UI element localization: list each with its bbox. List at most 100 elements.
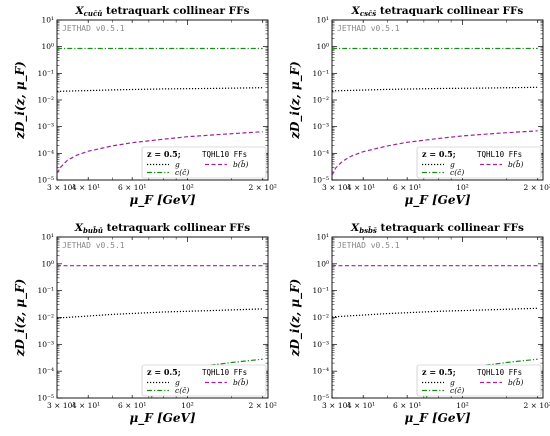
series-line-dashdot	[150, 358, 263, 398]
series-group	[57, 47, 263, 174]
chart-panel-2: Xcsc̄s̄ tetraquark collinear FFs JETHAD v…	[288, 5, 550, 208]
y-tick-label: 10⁻¹	[312, 69, 329, 78]
x-tick-label: 6 × 10¹	[393, 183, 421, 192]
series-group	[332, 265, 538, 398]
chart-panel-4: Xbsb̄s̄ tetraquark collinear FFs JETHAD v…	[288, 222, 550, 426]
y-tick-label: 10⁻⁵	[37, 176, 54, 185]
x-tick-label: 2 × 10²	[524, 183, 550, 192]
series-group	[57, 265, 263, 398]
legend-tag: TQHL10 FFs	[202, 368, 247, 377]
y-tick-label: 10⁻³	[312, 122, 329, 131]
x-tick-label: 2 × 10²	[249, 183, 277, 192]
y-tick-label: 10⁻³	[37, 122, 54, 131]
watermark-label: JETHAD v0.5.1	[337, 241, 400, 250]
x-tick-label: 4 × 10¹	[72, 401, 100, 410]
legend: z = 0.5; TQHL10 FFs gc(c̄) b(b̄)	[416, 146, 542, 179]
y-tick-label: 10⁻¹	[312, 286, 329, 295]
title-subscript: csc̄s̄	[360, 9, 376, 18]
y-tick-label: 10⁰	[41, 259, 54, 268]
legend-box	[141, 146, 267, 179]
title-text: tetraquark collinear FFs	[377, 222, 524, 234]
y-tick-label: 10⁻⁴	[37, 367, 54, 376]
x-tick-label: 4 × 10¹	[347, 183, 375, 192]
x-tick-label: 2 × 10²	[524, 401, 550, 410]
legend: z = 0.5; TQHL10 FFs gc(c̄) b(b̄)	[141, 364, 267, 397]
x-tick-label: 4 × 10¹	[347, 401, 375, 410]
legend-box	[416, 364, 542, 397]
watermark-label: JETHAD v0.5.1	[62, 24, 125, 33]
x-axis-label: μ_F [GeV]	[404, 193, 470, 208]
legend-entry-label: b(b̄)	[233, 159, 249, 169]
y-tick-label: 10¹	[316, 16, 329, 25]
x-axis-label: μ_F [GeV]	[129, 193, 195, 208]
y-tick-label: 10⁰	[316, 42, 329, 51]
legend-header: z = 0.5;	[422, 149, 456, 159]
legend-entry-label: g	[175, 160, 180, 169]
x-tick-label: 10²	[456, 401, 469, 410]
series-line-dot	[57, 87, 263, 92]
watermark-label: JETHAD v0.5.1	[62, 241, 125, 250]
x-tick-label: 3 × 10¹	[322, 401, 350, 410]
y-tick-label: 10¹	[316, 233, 329, 242]
y-tick-label: 10⁻³	[312, 340, 329, 349]
series-line-dash	[57, 131, 263, 174]
x-tick-label: 3 × 10¹	[322, 183, 350, 192]
legend-entry-label: b(b̄)	[508, 377, 524, 387]
legend-entry-label: c(c̄)	[450, 386, 464, 395]
legend-entry-label: b(b̄)	[233, 377, 249, 387]
title-symbol: X	[351, 5, 361, 17]
x-tick-label: 10²	[456, 183, 469, 192]
title-subscript: bub̄ū	[83, 226, 103, 235]
legend-tag: TQHL10 FFs	[477, 150, 522, 159]
y-tick-label: 10⁻²	[37, 96, 54, 105]
series-line-dot	[332, 307, 538, 318]
y-axis-label: zD_i(z, μ_F)	[13, 61, 28, 140]
y-tick-label: 10¹	[41, 233, 54, 242]
y-tick-label: 10⁻⁴	[312, 367, 329, 376]
legend-header: z = 0.5;	[147, 367, 181, 377]
title-symbol: X	[75, 5, 85, 17]
legend-entry-label: g	[450, 378, 455, 387]
chart-title: Xbsb̄s̄ tetraquark collinear FFs	[350, 222, 524, 235]
y-tick-label: 10⁻³	[37, 340, 54, 349]
legend-header: z = 0.5;	[422, 367, 456, 377]
legend-tag: TQHL10 FFs	[202, 150, 247, 159]
chart-title: Xcuc̄ū tetraquark collinear FFs	[75, 5, 250, 18]
legend-tag: TQHL10 FFs	[477, 368, 522, 377]
series-line-dashdot	[425, 358, 538, 398]
legend-header: z = 0.5;	[147, 149, 181, 159]
x-tick-label: 3 × 10¹	[47, 401, 75, 410]
y-axis-label: zD_i(z, μ_F)	[288, 61, 303, 140]
y-tick-label: 10⁻⁴	[37, 149, 54, 158]
x-tick-label: 2 × 10²	[249, 401, 277, 410]
title-symbol: X	[74, 222, 84, 234]
y-tick-label: 10⁻¹	[37, 286, 54, 295]
y-tick-label: 10⁰	[41, 42, 54, 51]
y-tick-label: 10⁻²	[312, 313, 329, 322]
series-line-dash	[332, 130, 538, 176]
legend-entry-label: b(b̄)	[508, 159, 524, 169]
legend-box	[141, 364, 267, 397]
title-text: tetraquark collinear FFs	[103, 222, 250, 234]
chart-panel-1: Xcuc̄ū tetraquark collinear FFs JETHAD v0…	[13, 5, 277, 208]
legend-entry-label: g	[450, 160, 455, 169]
y-axis-label: zD_i(z, μ_F)	[288, 279, 303, 358]
x-tick-label: 10²	[181, 401, 194, 410]
x-tick-label: 6 × 10¹	[393, 401, 421, 410]
legend-box	[416, 146, 542, 179]
legend: z = 0.5; TQHL10 FFs gc(c̄) b(b̄)	[141, 146, 267, 179]
x-tick-label: 3 × 10¹	[47, 183, 75, 192]
x-axis-label: μ_F [GeV]	[129, 411, 195, 426]
series-line-dot	[332, 86, 538, 92]
x-tick-label: 4 × 10¹	[72, 183, 100, 192]
legend-entry-label: c(c̄)	[175, 168, 189, 177]
series-line-dot	[57, 308, 263, 319]
chart-title: Xbub̄ū tetraquark collinear FFs	[74, 222, 250, 235]
y-tick-label: 10⁻¹	[37, 69, 54, 78]
y-tick-label: 10¹	[41, 16, 54, 25]
title-subscript: cuc̄ū	[84, 9, 103, 18]
x-tick-label: 6 × 10¹	[118, 183, 146, 192]
title-text: tetraquark collinear FFs	[102, 5, 249, 17]
x-tick-label: 10²	[181, 183, 194, 192]
